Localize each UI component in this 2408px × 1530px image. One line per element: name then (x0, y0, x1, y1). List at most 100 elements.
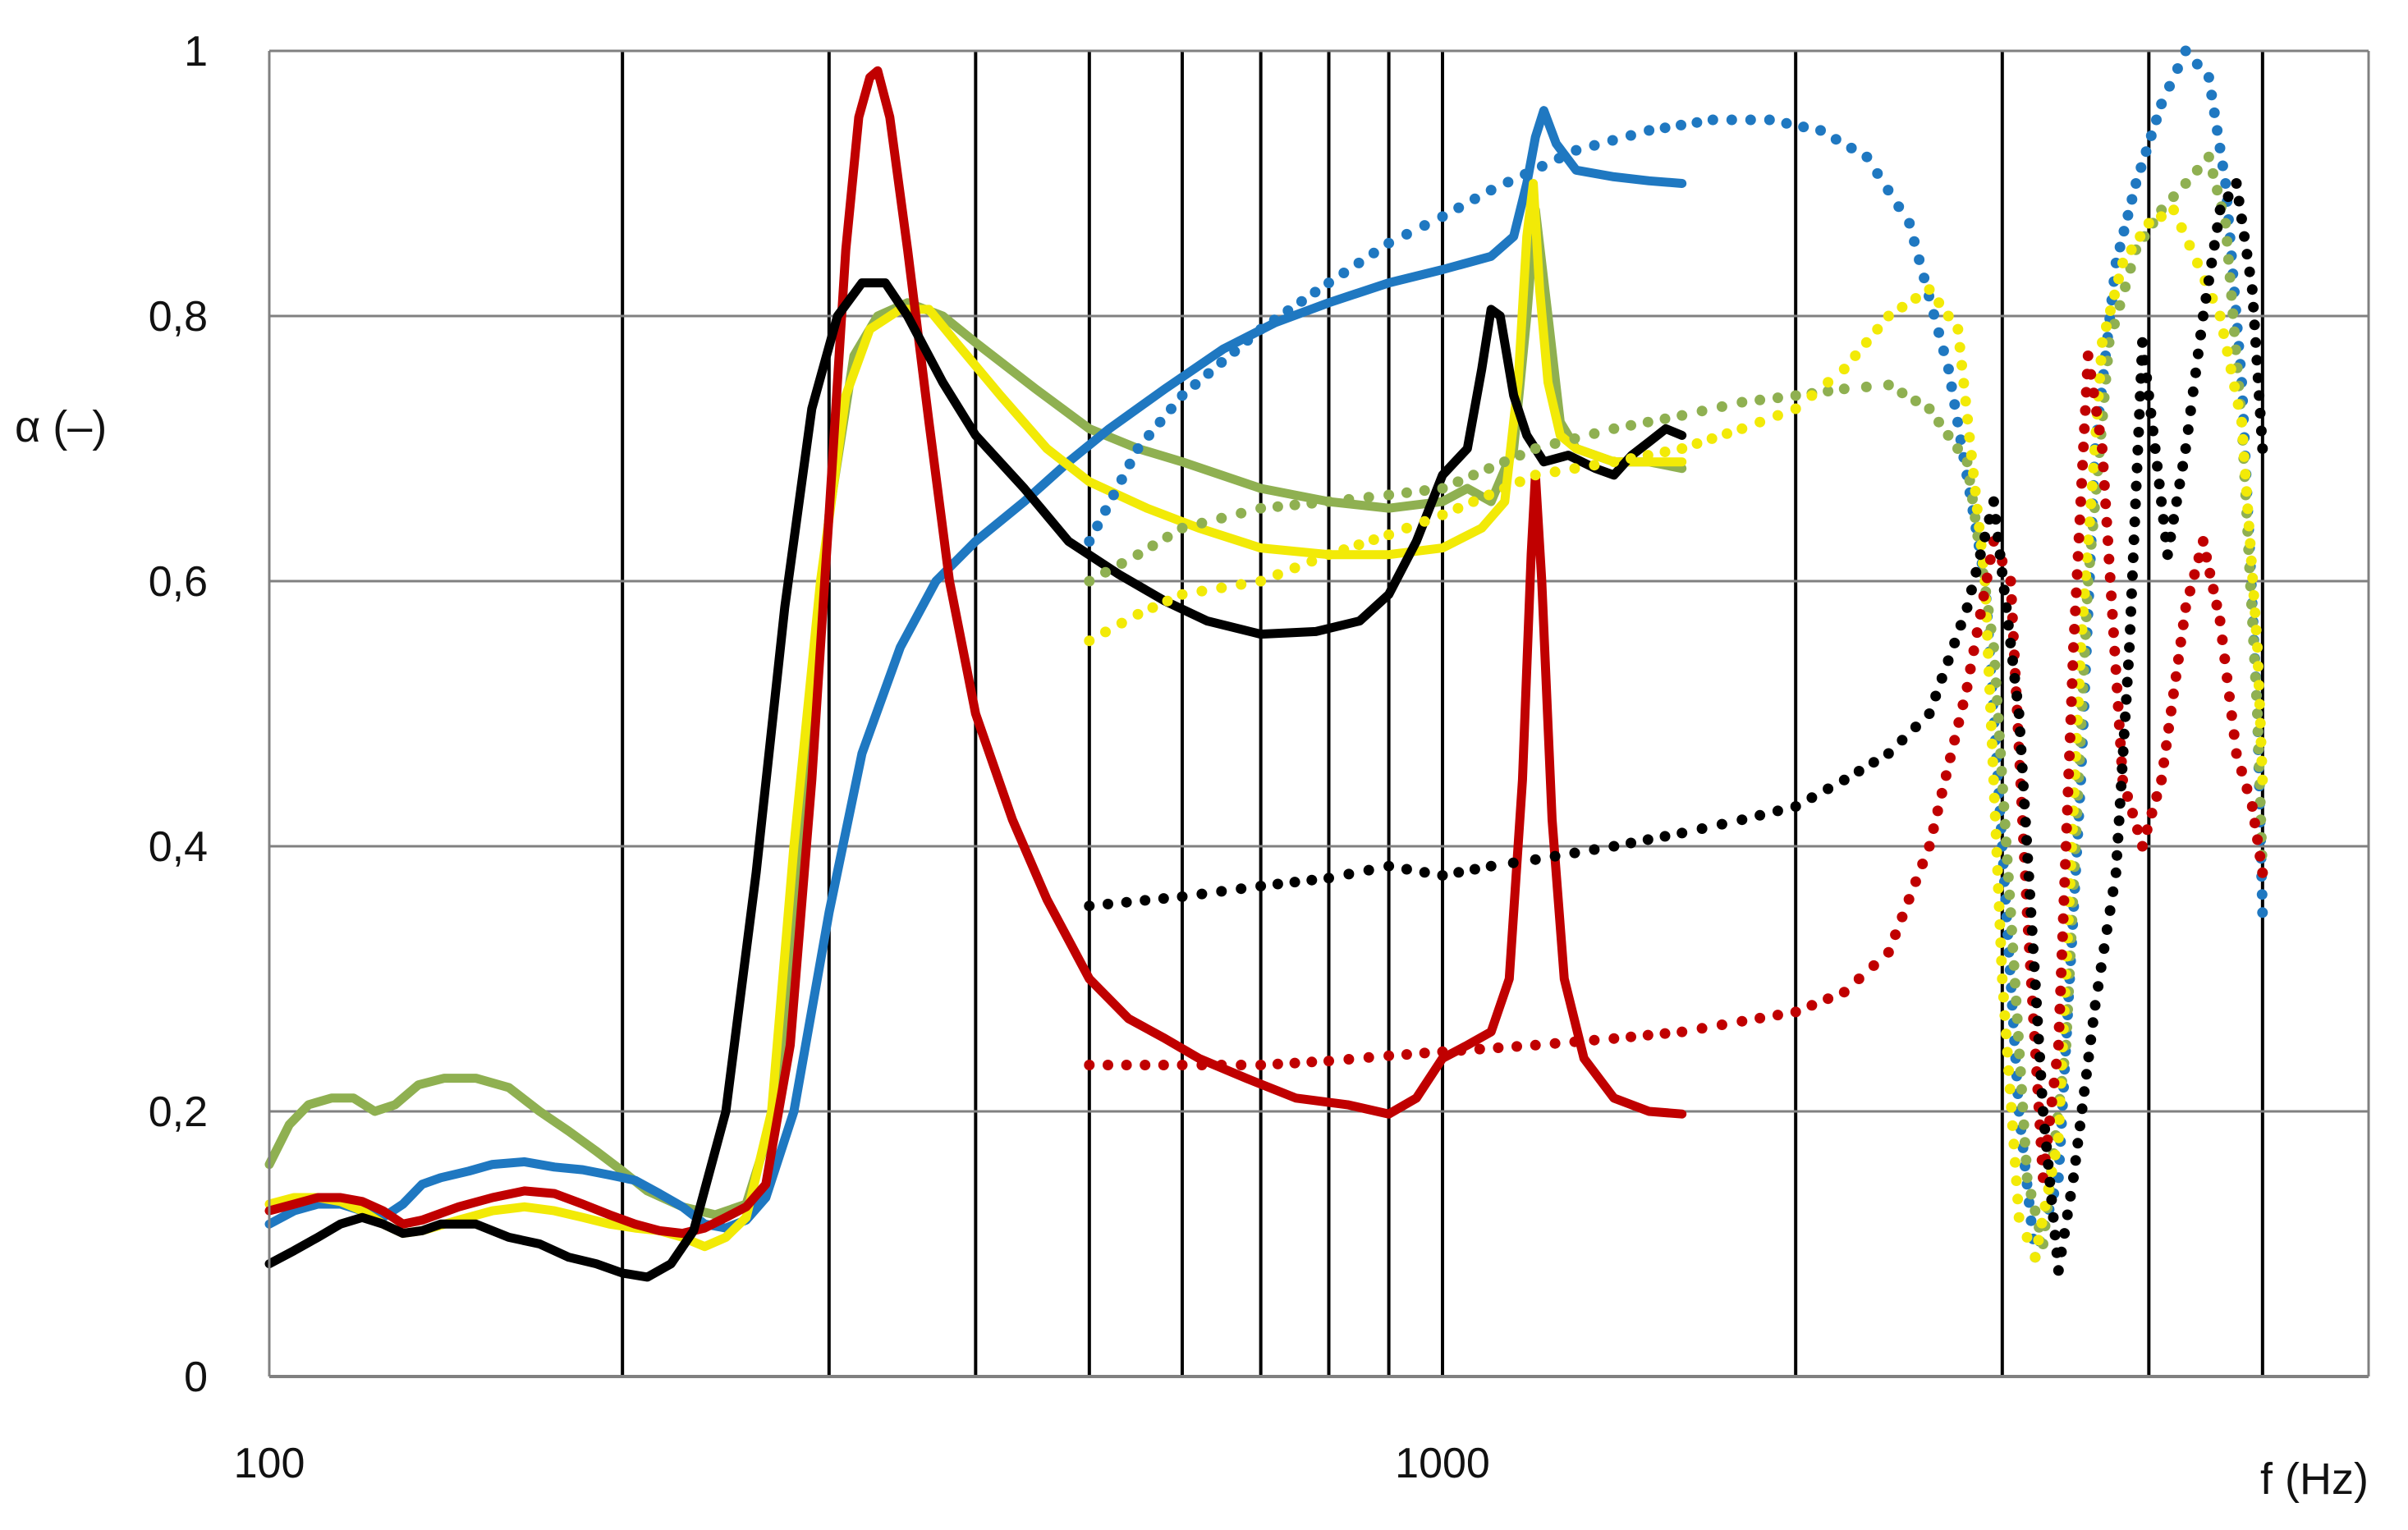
data-point (2072, 551, 2084, 562)
data-point (1549, 437, 1561, 449)
data-point (2007, 942, 2019, 954)
data-point (1790, 801, 1801, 812)
data-point (2250, 689, 2262, 701)
data-point (1691, 117, 1703, 128)
data-point (2117, 746, 2129, 757)
data-point (1468, 470, 1479, 481)
data-point (1999, 1010, 2011, 1021)
data-point (1956, 360, 1967, 371)
data-point (2049, 1149, 2061, 1161)
data-point (2110, 867, 2121, 878)
data-point (1103, 1060, 1113, 1070)
data-point (2002, 854, 2013, 865)
axes (268, 51, 2370, 1378)
data-point (2257, 907, 2268, 918)
data-point (1289, 1057, 1300, 1069)
data-point (1933, 416, 1944, 428)
data-point (1607, 135, 1618, 146)
data-point (1498, 456, 1510, 468)
data-point (1530, 1039, 1541, 1051)
data-point (1706, 433, 1718, 444)
data-point (2001, 1028, 2011, 1040)
data-point (1644, 125, 1655, 136)
data-point (2094, 373, 2105, 384)
data-point (1353, 539, 1365, 551)
data-point (2025, 1215, 2037, 1226)
data-point (1958, 378, 1970, 389)
data-point (1736, 814, 1748, 826)
data-point (2127, 552, 2139, 563)
data-point (1992, 864, 2003, 876)
data-point (1952, 443, 1963, 454)
data-point (1970, 566, 1982, 578)
data-point (2200, 293, 2212, 304)
data-point (2167, 688, 2179, 699)
data-point (2046, 1194, 2057, 1206)
data-point (1289, 877, 1300, 888)
data-point (1838, 383, 1850, 395)
data-point (1691, 437, 1703, 449)
data-point (1965, 450, 1977, 461)
data-point (2141, 824, 2153, 836)
x-tick-label: 1000 (1395, 1440, 1490, 1487)
data-point (2131, 480, 2142, 492)
data-point (2089, 1000, 2101, 1011)
data-point (1401, 228, 1412, 240)
data-point (1162, 595, 1173, 607)
data-point (1468, 496, 1479, 507)
data-point (2043, 1159, 2054, 1170)
data-point (1696, 1023, 1708, 1034)
data-point (1850, 350, 1861, 361)
data-point (1988, 792, 2000, 804)
data-point (2065, 1190, 2076, 1202)
data-point (1815, 125, 1826, 136)
data-point (1401, 487, 1412, 498)
data-point (1978, 590, 1989, 602)
data-point (2026, 925, 2038, 937)
data-point (2066, 696, 2077, 708)
data-point (1945, 752, 1956, 763)
data-point (2030, 979, 2041, 991)
data-point (1343, 868, 1355, 880)
data-point (1968, 468, 1979, 479)
data-point (2088, 387, 2099, 399)
data-point (1474, 1043, 1485, 1055)
data-point (2158, 514, 2169, 525)
data-point (2133, 427, 2144, 437)
data-point (2171, 496, 2182, 507)
data-point (1084, 900, 1095, 912)
data-point (2080, 1069, 2092, 1080)
data-point (1469, 193, 1480, 204)
data-point (2004, 1083, 2016, 1095)
data-point (2005, 907, 2016, 918)
data-point (1216, 1060, 1227, 1070)
y-axis-label: α (–) (15, 402, 107, 451)
data-point (2172, 653, 2184, 665)
data-point (2002, 872, 2014, 883)
data-point (1853, 973, 1864, 984)
data-point (2068, 642, 2079, 653)
data-point (2017, 1102, 2029, 1113)
data-point (2156, 211, 2167, 222)
data-point (1216, 886, 1227, 897)
data-point (2036, 1217, 2048, 1229)
data-point (1910, 876, 1921, 887)
data-point (2156, 496, 2167, 507)
data-point (2105, 305, 2116, 316)
data-point (2250, 625, 2262, 636)
data-point (1910, 395, 1921, 406)
data-point (2224, 272, 2236, 283)
data-point (1116, 558, 1127, 569)
data-point (1419, 485, 1430, 497)
data-point (2061, 822, 2072, 834)
data-point (2054, 1003, 2066, 1015)
data-point (2126, 194, 2138, 205)
data-point (2204, 567, 2216, 579)
data-point (2056, 949, 2067, 960)
data-point (1960, 396, 1971, 407)
data-point (1255, 881, 1267, 891)
data-point (2122, 659, 2134, 671)
data-point (2132, 824, 2143, 836)
data-point (1897, 301, 1908, 313)
data-point (2101, 516, 2112, 528)
